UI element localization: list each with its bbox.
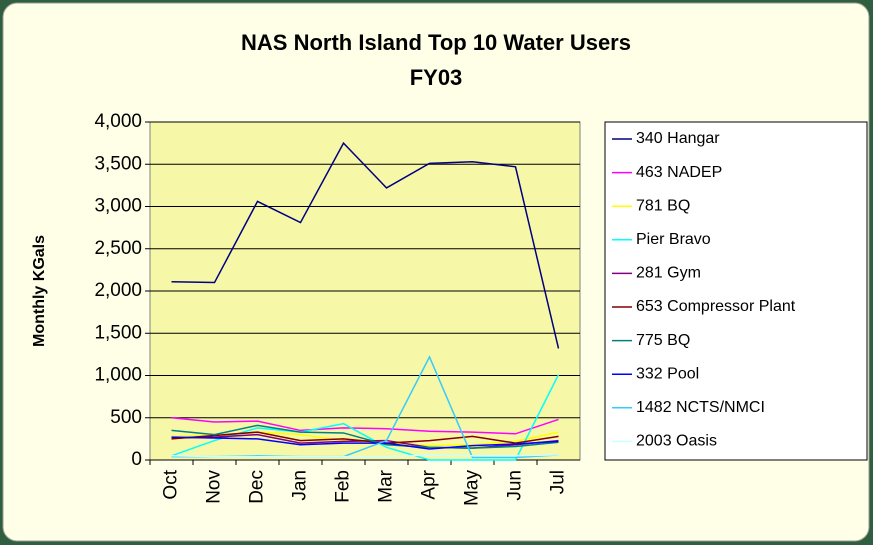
legend-label: 332 Pool: [636, 365, 699, 382]
series-line: [171, 454, 559, 458]
y-tick-label: 500: [110, 407, 142, 428]
y-tick-label: 3,500: [94, 153, 142, 174]
y-tick-label: 4,000: [94, 111, 142, 132]
chart-title: NAS North Island Top 10 Water Users: [241, 30, 631, 55]
series-line: [171, 141, 560, 349]
x-tick-label: Jan: [290, 470, 311, 501]
legend-label: Pier Bravo: [636, 231, 711, 248]
x-tick-label: Nov: [204, 470, 225, 504]
legend: [604, 121, 868, 461]
series-line: [171, 436, 559, 450]
legend-label: 1482 NCTS/NMCI: [636, 399, 765, 416]
legend-label: 781 BQ: [636, 197, 690, 214]
x-tick-label: Oct: [161, 469, 182, 499]
x-tick-label: Feb: [333, 470, 354, 503]
x-tick-label: Apr: [419, 469, 440, 499]
chart-subtitle: FY03: [410, 65, 463, 90]
legend-label: 2003 Oasis: [636, 433, 717, 450]
x-tick-label: Jun: [505, 470, 526, 501]
y-tick-label: 2,000: [94, 280, 142, 301]
legend-label: 340 Hangar: [636, 130, 720, 147]
y-tick-label: 1,000: [94, 365, 142, 386]
x-tick-label: May: [462, 470, 483, 506]
y-tick-label: 0: [131, 449, 142, 470]
series-line: [171, 431, 559, 444]
legend-label: 281 Gym: [636, 265, 701, 282]
x-tick-label: Jul: [548, 470, 569, 494]
y-tick-label: 3,000: [94, 196, 142, 217]
legend-label: 653 Compressor Plant: [636, 298, 796, 315]
y-tick-label: 1,500: [94, 322, 142, 343]
legend-label: 463 NADEP: [636, 164, 722, 181]
y-tick-label: 2,500: [94, 238, 142, 259]
y-axis-label: Monthly KGals: [31, 235, 48, 347]
x-tick-label: Mar: [376, 469, 397, 502]
legend-label: 775 BQ: [636, 332, 690, 349]
series-line: [171, 424, 559, 449]
x-tick-label: Dec: [247, 470, 268, 504]
series-line: [171, 417, 559, 435]
